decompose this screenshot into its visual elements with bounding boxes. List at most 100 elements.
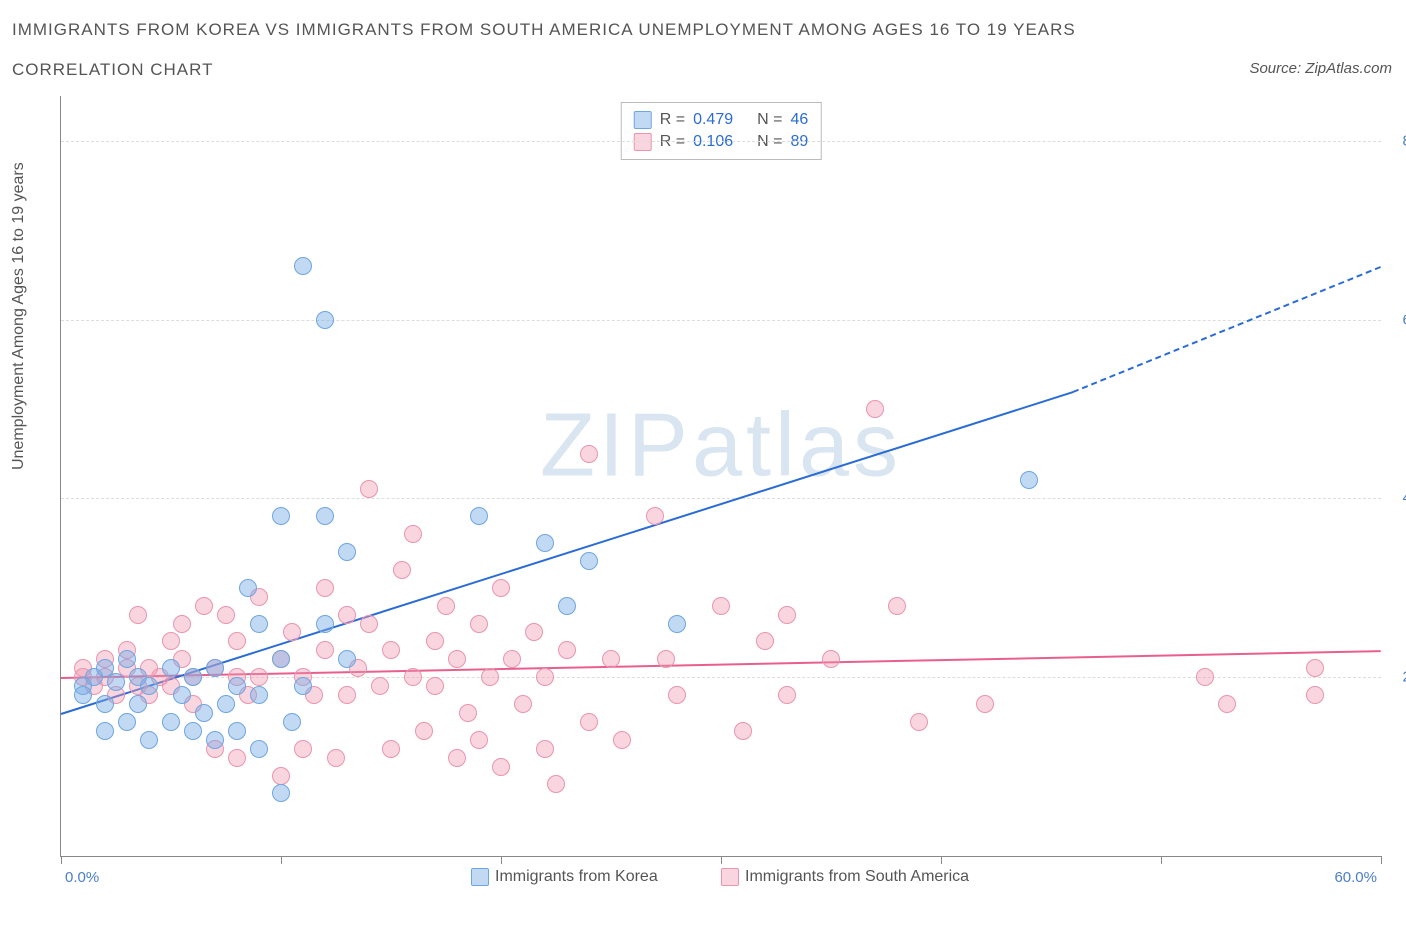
x-tick	[941, 856, 942, 864]
scatter-point-series2	[415, 722, 433, 740]
chart-container: IMMIGRANTS FROM KOREA VS IMMIGRANTS FROM…	[0, 0, 1406, 930]
scatter-point-series1	[140, 731, 158, 749]
scatter-point-series2	[910, 713, 928, 731]
scatter-point-series2	[536, 740, 554, 758]
scatter-point-series2	[602, 650, 620, 668]
scatter-point-series2	[756, 632, 774, 650]
scatter-point-series1	[470, 507, 488, 525]
scatter-point-series1	[558, 597, 576, 615]
gridline	[61, 498, 1381, 499]
scatter-point-series2	[382, 740, 400, 758]
scatter-point-series2	[778, 606, 796, 624]
scatter-point-series2	[437, 597, 455, 615]
scatter-point-series2	[712, 597, 730, 615]
scatter-point-series1	[173, 686, 191, 704]
gridline	[61, 141, 1381, 142]
scatter-point-series1	[140, 677, 158, 695]
y-tick-label: 80.0%	[1402, 132, 1406, 149]
scatter-point-series2	[459, 704, 477, 722]
scatter-point-series1	[162, 659, 180, 677]
scatter-point-series2	[580, 713, 598, 731]
scatter-point-series1	[206, 731, 224, 749]
scatter-point-series1	[338, 543, 356, 561]
scatter-point-series2	[514, 695, 532, 713]
scatter-point-series1	[239, 579, 257, 597]
scatter-point-series1	[316, 507, 334, 525]
x-tick	[721, 856, 722, 864]
scatter-point-series2	[547, 775, 565, 793]
scatter-point-series2	[338, 686, 356, 704]
scatter-point-series2	[448, 749, 466, 767]
scatter-point-series2	[492, 758, 510, 776]
scatter-point-series1	[1020, 471, 1038, 489]
scatter-point-series1	[272, 507, 290, 525]
scatter-point-series1	[228, 722, 246, 740]
scatter-point-series2	[316, 579, 334, 597]
scatter-point-series2	[217, 606, 235, 624]
scatter-point-series1	[338, 650, 356, 668]
scatter-point-series2	[481, 668, 499, 686]
gridline	[61, 320, 1381, 321]
scatter-point-series1	[107, 673, 125, 691]
scatter-point-series1	[668, 615, 686, 633]
scatter-point-series2	[470, 731, 488, 749]
scatter-point-series2	[536, 668, 554, 686]
legend-label-series1: Immigrants from Korea	[495, 868, 658, 886]
scatter-point-series2	[228, 632, 246, 650]
n-value-series1: 46	[790, 111, 808, 129]
x-tick	[1381, 856, 1382, 864]
scatter-point-series1	[536, 534, 554, 552]
legend-series2: Immigrants from South America	[721, 868, 969, 886]
y-tick-label: 60.0%	[1402, 311, 1406, 328]
scatter-point-series2	[1306, 659, 1324, 677]
scatter-point-series1	[316, 311, 334, 329]
r-value-series1: 0.479	[693, 111, 733, 129]
scatter-point-series2	[316, 641, 334, 659]
y-axis-label: Unemployment Among Ages 16 to 19 years	[10, 162, 28, 470]
scatter-point-series1	[206, 659, 224, 677]
scatter-point-series2	[360, 615, 378, 633]
stats-row-series2: R = 0.106 N = 89	[634, 131, 809, 153]
scatter-point-series1	[294, 257, 312, 275]
scatter-point-series2	[327, 749, 345, 767]
r-value-series2: 0.106	[693, 133, 733, 151]
scatter-point-series2	[613, 731, 631, 749]
y-tick-label: 40.0%	[1402, 490, 1406, 507]
scatter-point-series2	[778, 686, 796, 704]
scatter-point-series2	[888, 597, 906, 615]
scatter-point-series2	[371, 677, 389, 695]
scatter-point-series2	[448, 650, 466, 668]
scatter-point-series2	[360, 480, 378, 498]
scatter-point-series1	[96, 722, 114, 740]
scatter-point-series2	[1218, 695, 1236, 713]
x-tick	[281, 856, 282, 864]
scatter-point-series2	[668, 686, 686, 704]
scatter-point-series1	[294, 677, 312, 695]
swatch-blue	[634, 111, 652, 129]
scatter-point-series2	[272, 767, 290, 785]
legend-swatch-pink	[721, 868, 739, 886]
x-tick	[501, 856, 502, 864]
scatter-point-series1	[228, 677, 246, 695]
scatter-point-series2	[558, 641, 576, 659]
stats-legend-box: R = 0.479 N = 46 R = 0.106 N = 89	[621, 102, 822, 160]
scatter-point-series2	[195, 597, 213, 615]
scatter-point-series1	[580, 552, 598, 570]
x-tick	[1161, 856, 1162, 864]
x-tick	[61, 856, 62, 864]
scatter-point-series2	[492, 579, 510, 597]
scatter-point-series2	[283, 623, 301, 641]
scatter-point-series2	[173, 615, 191, 633]
scatter-point-series2	[382, 641, 400, 659]
plot-area: ZIPatlas R = 0.479 N = 46 R = 0.106 N = …	[60, 96, 1381, 857]
scatter-point-series2	[338, 606, 356, 624]
scatter-point-series2	[129, 606, 147, 624]
legend-series1: Immigrants from Korea	[471, 868, 658, 886]
legend-label-series2: Immigrants from South America	[745, 868, 969, 886]
scatter-point-series2	[426, 632, 444, 650]
scatter-point-series2	[393, 561, 411, 579]
scatter-point-series2	[228, 749, 246, 767]
scatter-point-series2	[162, 632, 180, 650]
scatter-point-series2	[470, 615, 488, 633]
scatter-point-series2	[1196, 668, 1214, 686]
